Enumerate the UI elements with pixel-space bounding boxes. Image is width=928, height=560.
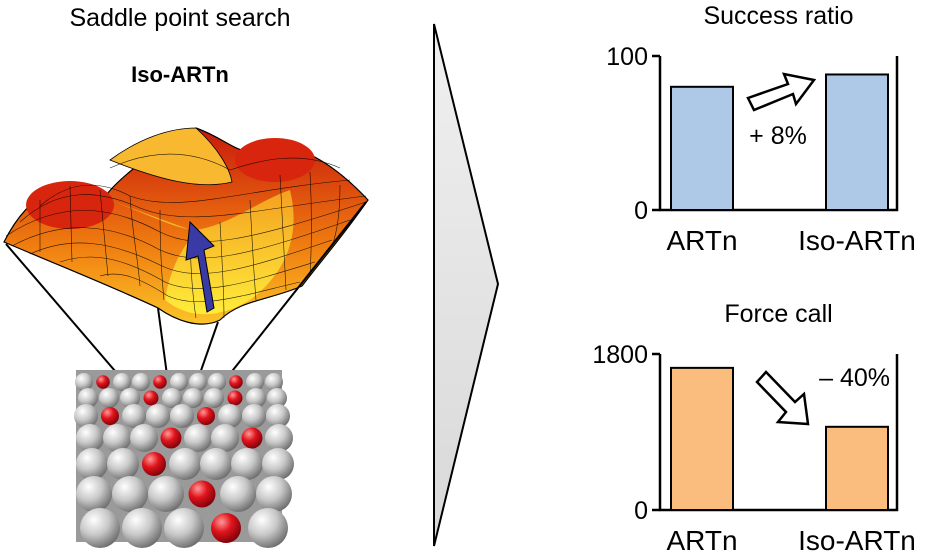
method-label: Iso-ARTn — [131, 62, 229, 87]
bar-artn — [670, 85, 734, 211]
direction-triangle — [433, 23, 500, 547]
surface-peak-right — [235, 138, 315, 182]
metal-atom — [112, 476, 148, 512]
x-category-label: Iso-ARTn — [798, 525, 916, 556]
metal-atom — [146, 404, 170, 428]
metal-atom — [130, 424, 158, 452]
left-title: Saddle point search — [70, 4, 291, 32]
plot-frame — [658, 354, 899, 512]
metal-atom — [208, 373, 226, 391]
metal-atom — [218, 404, 242, 428]
metal-atom — [170, 373, 188, 391]
metal-atom — [231, 448, 263, 480]
metal-atom — [170, 404, 194, 428]
metal-atom — [220, 476, 256, 512]
chart-title: Force call — [724, 300, 832, 328]
bar-artn — [670, 366, 734, 511]
metal-atom — [148, 476, 184, 512]
metal-atom — [74, 404, 98, 428]
metal-atom — [204, 388, 224, 408]
oxygen-atom — [227, 390, 243, 406]
y-tick-label: 1800 — [592, 341, 648, 369]
metal-atom — [265, 424, 293, 452]
y-tick-label: 0 — [634, 497, 648, 525]
oxygen-atom — [101, 407, 119, 425]
change-annotation: + 8% — [749, 122, 807, 150]
oxygen-atom — [143, 390, 159, 406]
metal-atom — [242, 404, 266, 428]
saddle-search-arrow — [185, 220, 215, 313]
metal-atom — [184, 424, 212, 452]
surface-back-ridge — [109, 127, 233, 186]
metal-atom — [200, 448, 232, 480]
x-category-label: ARTn — [666, 525, 737, 556]
metal-atom — [248, 508, 288, 548]
oxygen-atom — [188, 480, 216, 508]
energy-surface-illustration — [3, 127, 369, 325]
metal-atom — [120, 388, 140, 408]
success-ratio-chart: Success ratio 0 100 ARTn Iso-ARTn + 8% — [606, 2, 916, 256]
metal-atom — [164, 508, 204, 548]
atomic-slab-illustration — [74, 370, 294, 548]
x-category-label: Iso-ARTn — [798, 225, 916, 256]
bar-iso-artn — [825, 425, 889, 511]
metal-atom — [99, 388, 119, 408]
metal-atom — [262, 448, 294, 480]
chart-title: Success ratio — [703, 2, 853, 30]
metal-atom — [78, 388, 98, 408]
oxygen-atom — [211, 513, 241, 543]
metal-atom — [113, 373, 131, 391]
metal-atom — [132, 373, 150, 391]
oxygen-atom — [229, 375, 243, 389]
metal-atom — [80, 508, 120, 548]
surface-mesh — [5, 153, 367, 319]
metal-atom — [76, 448, 108, 480]
metal-atom — [183, 388, 203, 408]
oxygen-atom — [241, 427, 263, 449]
force-call-chart: Force call 0 1800 ARTn Iso-ARTn – 40% — [592, 300, 916, 556]
metal-atom — [267, 388, 287, 408]
metal-atom — [107, 448, 139, 480]
metal-atom — [256, 476, 292, 512]
change-arrow-icon — [755, 370, 810, 426]
oxygen-atom — [96, 375, 110, 389]
slab-atoms — [74, 373, 294, 548]
metal-atom — [122, 404, 146, 428]
oxygen-atom — [153, 375, 167, 389]
y-tick-label: 100 — [606, 43, 648, 71]
surface-peak-left — [26, 181, 114, 229]
metal-atom — [265, 373, 283, 391]
metal-atom — [169, 448, 201, 480]
change-arrow-icon — [746, 72, 817, 112]
oxygen-atom — [197, 407, 215, 425]
metal-atom — [246, 373, 264, 391]
bar-iso-artn — [825, 73, 889, 212]
metal-atom — [211, 424, 239, 452]
oxygen-atom — [160, 427, 182, 449]
metal-atom — [266, 404, 290, 428]
metal-atom — [103, 424, 131, 452]
metal-atom — [246, 388, 266, 408]
metal-atom — [76, 424, 104, 452]
y-tick-label: 0 — [634, 197, 648, 225]
oxygen-atom — [142, 452, 166, 476]
x-category-label: ARTn — [666, 225, 737, 256]
metal-atom — [122, 508, 162, 548]
metal-atom — [189, 373, 207, 391]
metal-atom — [162, 388, 182, 408]
change-annotation: – 40% — [819, 364, 890, 392]
metal-atom — [75, 373, 93, 391]
plot-frame — [658, 56, 899, 212]
metal-atom — [76, 476, 112, 512]
